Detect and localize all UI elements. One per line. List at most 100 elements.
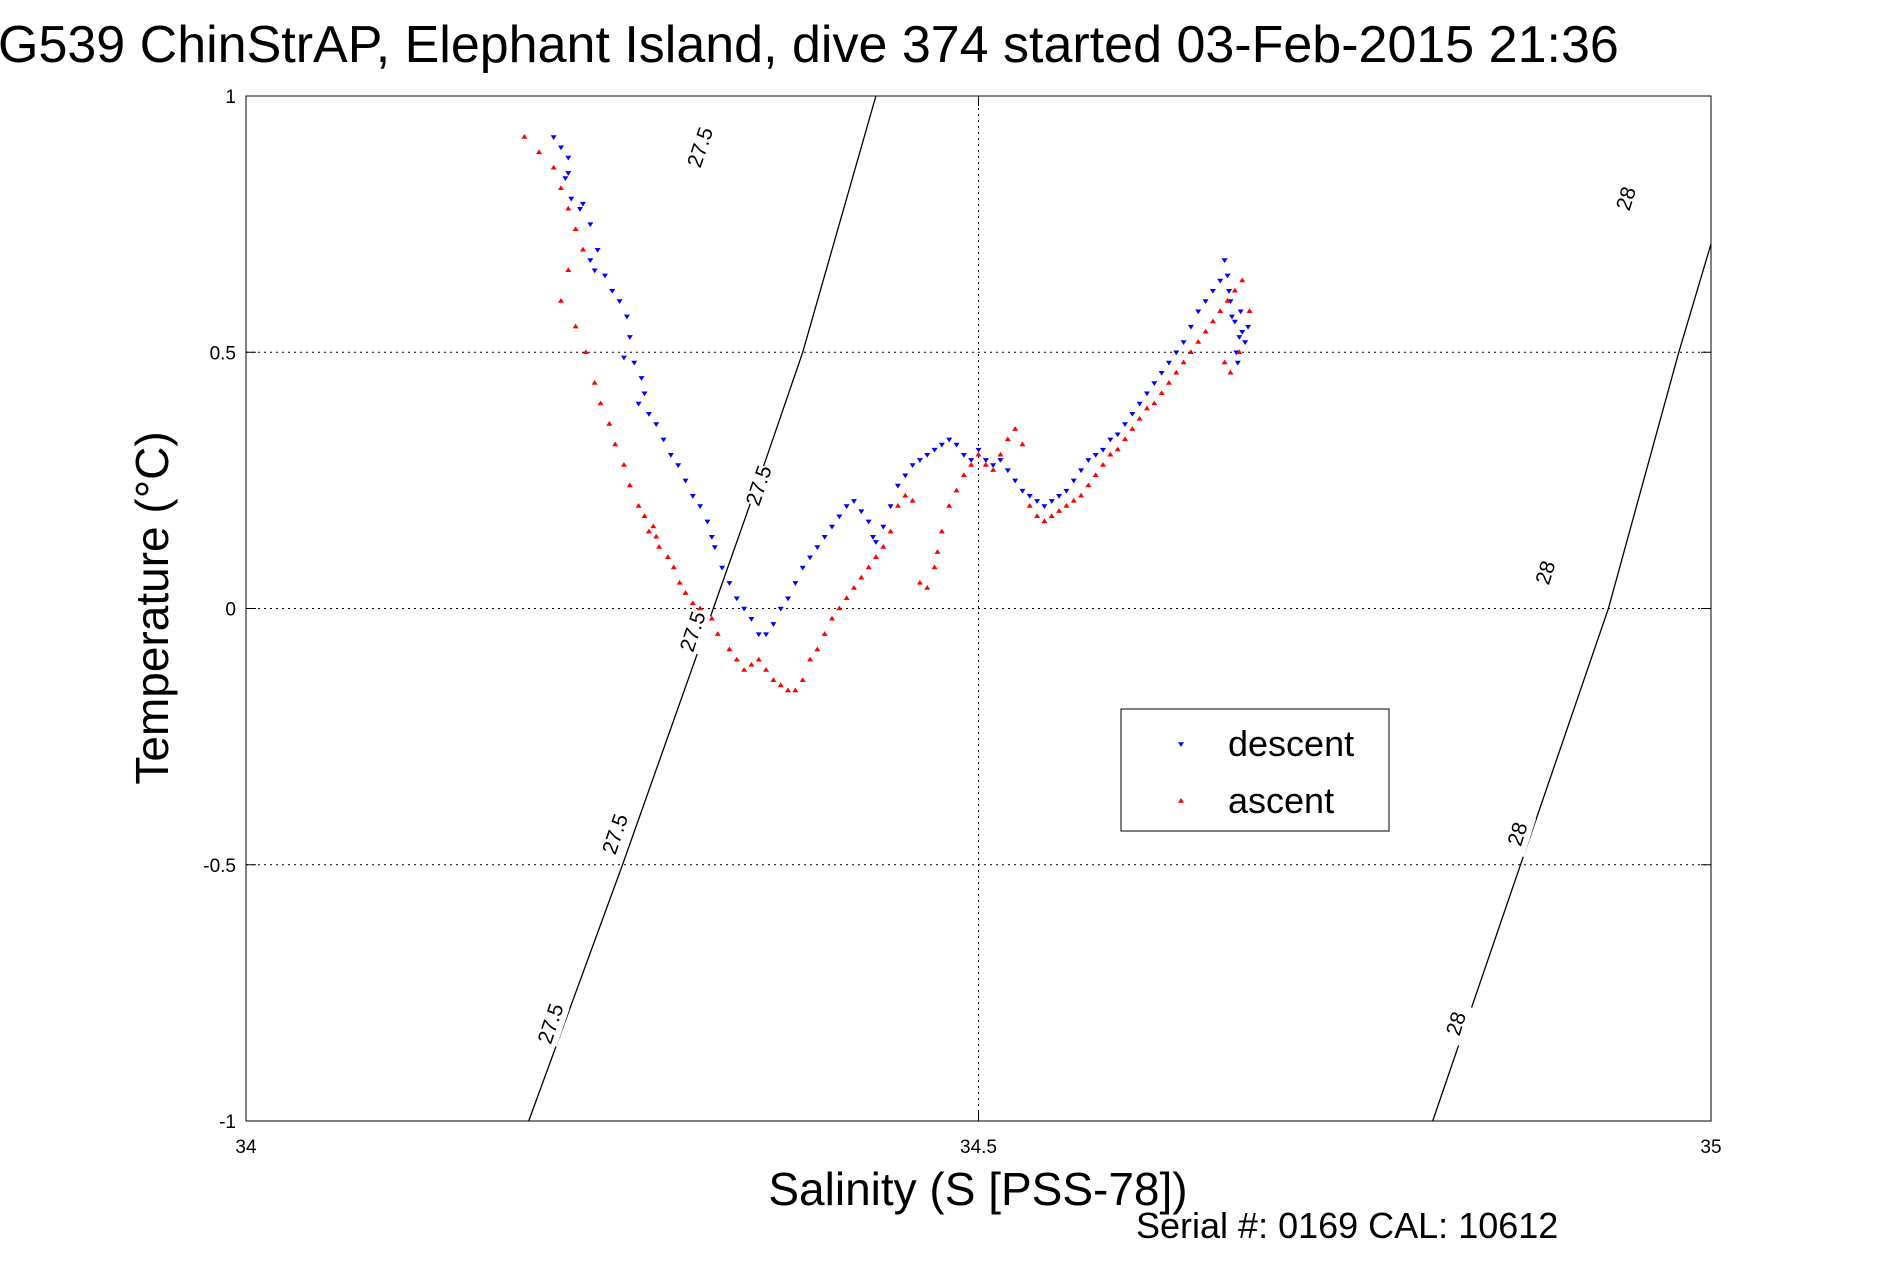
legend-label-descent: descent (1228, 723, 1354, 764)
serial-cal-footer: Serial #: 0169 CAL: 10612 (1136, 1205, 1558, 1246)
ascent-point (894, 503, 901, 508)
ascent-point (953, 487, 960, 493)
descent-point (1234, 360, 1241, 366)
descent-point (568, 196, 575, 202)
descent-point (785, 596, 792, 602)
descent-point (689, 493, 696, 499)
ascent-point (997, 451, 1004, 457)
ascent-point (792, 687, 799, 693)
ascent-point (1180, 359, 1187, 365)
descent-point (577, 206, 584, 212)
descent-point (902, 473, 909, 479)
ascent-point (1004, 436, 1011, 442)
descent-point (1158, 370, 1165, 376)
ascent-point (1034, 513, 1041, 519)
ascent-point (557, 298, 564, 303)
descent-point (1122, 422, 1128, 427)
descent-point (748, 616, 755, 622)
x-tick-label: 35 (1700, 1137, 1721, 1158)
descent-point (938, 442, 945, 448)
contour-label-bg (1499, 811, 1537, 857)
legend: descent ascent (1120, 708, 1390, 832)
descent-point (1221, 258, 1228, 263)
ascent-point (1246, 308, 1253, 314)
descent-point (1092, 452, 1099, 458)
ascent-point (1231, 287, 1238, 293)
ascent-point (726, 646, 733, 652)
ascent-point (1165, 380, 1172, 385)
density-contour-28 (1432, 241, 1711, 1121)
ascent-point (741, 667, 748, 672)
descent-point (968, 458, 975, 463)
ascent-point (1209, 318, 1216, 324)
ascent-point (550, 164, 557, 170)
ascent-point (990, 467, 997, 472)
descent-point (1136, 401, 1143, 407)
descent-point (579, 201, 586, 207)
ascent-point (565, 205, 572, 211)
ascent-point (1085, 482, 1092, 488)
ascent-point (1100, 462, 1107, 467)
ascent-point (909, 497, 916, 503)
ascent-point (708, 615, 715, 621)
descent-point (931, 447, 938, 453)
descent-point (880, 524, 887, 530)
descent-point (1224, 273, 1231, 279)
y-axis-label: Temperature (°C) (126, 431, 178, 784)
descent-point (1078, 468, 1085, 474)
descent-point (1226, 288, 1233, 294)
descent-point (594, 247, 601, 253)
descent-point (792, 581, 799, 586)
ascent-point (536, 149, 542, 155)
descent-point (799, 565, 806, 571)
ascent-point (1217, 308, 1224, 314)
ascent-point (612, 441, 619, 447)
descent-point (755, 632, 762, 638)
descent-point (645, 411, 652, 417)
ascent-point (579, 246, 586, 252)
descent-point (924, 452, 931, 458)
ascent-point (1136, 415, 1143, 421)
descent-point (1085, 458, 1092, 463)
ascent-point (565, 267, 572, 273)
ascent-point (865, 564, 872, 570)
descent-point (953, 442, 960, 448)
ascent-point (836, 605, 843, 611)
legend-markers (1178, 742, 1184, 803)
descent-point (872, 540, 879, 545)
descent-point (1231, 319, 1238, 325)
ascent-point (1202, 328, 1209, 334)
ascent-point (1019, 441, 1026, 447)
ascent-point (938, 528, 945, 534)
ascent-point (902, 492, 909, 498)
descent-point (1165, 360, 1172, 366)
ascent-point (1158, 390, 1165, 396)
ascent-point (858, 574, 865, 580)
descent-point (836, 514, 843, 520)
descent-point (843, 504, 850, 509)
descent-point (1228, 314, 1235, 320)
scatter-series (521, 134, 1253, 693)
descent-point (609, 288, 616, 294)
ascent-point (1026, 503, 1033, 508)
descent-point (1100, 447, 1107, 453)
descent-point (1063, 488, 1070, 494)
descent-point (1048, 499, 1055, 504)
descent-point (1242, 340, 1249, 345)
ascent-point (650, 523, 657, 529)
ascent-point (1078, 492, 1085, 498)
ascent-point (850, 585, 857, 590)
descent-point (894, 483, 901, 489)
contour-label-bg (596, 810, 634, 858)
ascent-point (1221, 359, 1228, 365)
descent-point (1195, 309, 1202, 315)
ascent-point (934, 549, 941, 554)
descent-point (741, 606, 748, 612)
ascent-point (1041, 518, 1048, 524)
ascent-point (572, 323, 579, 329)
ascent-point (1063, 503, 1070, 508)
x-axis-label: Salinity (S [PSS-78]) (768, 1163, 1187, 1215)
descent-point (850, 499, 857, 504)
x-tick-label: 34.5 (960, 1137, 997, 1158)
legend-marker-ascent (1178, 798, 1184, 803)
